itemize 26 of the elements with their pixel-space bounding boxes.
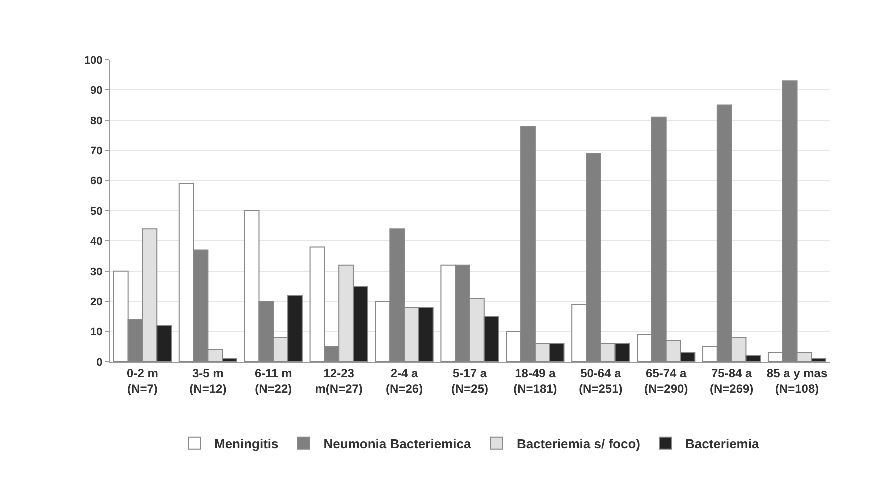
y-tick-label: 20 — [90, 296, 103, 308]
y-tick-label: 50 — [90, 206, 103, 218]
x-tick-label: 75-84 a (N=269) — [710, 366, 754, 396]
x-tick-label: 50-64 a (N=251) — [579, 366, 623, 396]
x-tick-label: 18-49 a (N=181) — [514, 366, 558, 396]
x-tick-label: 2-4 a (N=26) — [386, 366, 424, 396]
legend-label: Bacteriemia — [685, 436, 760, 452]
y-tick-label: 30 — [90, 266, 103, 278]
y-tick-label: 0 — [96, 356, 103, 369]
x-tick-label: 5-17 a (N=25) — [451, 366, 489, 396]
legend-label: Neumonia Bacteriemica — [324, 436, 472, 452]
x-tick-label: 85 a y mas (N=108) — [766, 366, 828, 396]
x-tick-label: 65-74 a (N=290) — [644, 366, 688, 396]
y-tick-label: 100 — [84, 54, 103, 67]
y-tick-label: 60 — [90, 176, 103, 188]
x-tick-label: 0-2 m (N=7) — [127, 366, 158, 396]
x-tick-label: 6-11 m (N=22) — [254, 366, 292, 396]
y-tick-label: 80 — [90, 115, 103, 128]
y-tick-label: 70 — [90, 145, 103, 158]
legend-label: Meningitis — [214, 436, 279, 452]
legend-label: Bacteriemia s/ foco) — [516, 436, 640, 452]
x-tick-label: 12-23 m(N=27) — [315, 366, 363, 396]
y-tick-label: 10 — [90, 326, 103, 339]
y-tick-label: 40 — [90, 236, 103, 248]
x-tick-label: 3-5 m (N=12) — [190, 366, 227, 396]
y-tick-label: 90 — [90, 85, 103, 98]
